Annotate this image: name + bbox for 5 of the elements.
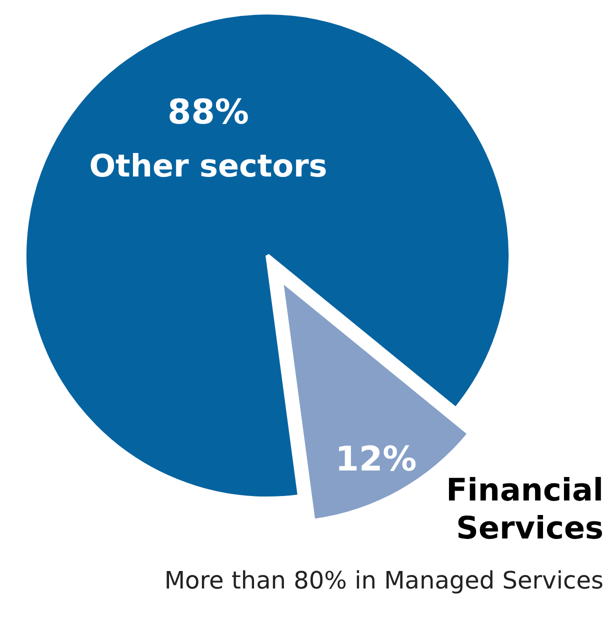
slice-label: Other sectors bbox=[89, 148, 328, 184]
data-label: 12% bbox=[335, 440, 417, 480]
slice-label: Financial Services bbox=[446, 472, 604, 546]
data-label: 88% bbox=[168, 92, 249, 132]
text: More than 80% in Managed Services bbox=[164, 566, 604, 594]
